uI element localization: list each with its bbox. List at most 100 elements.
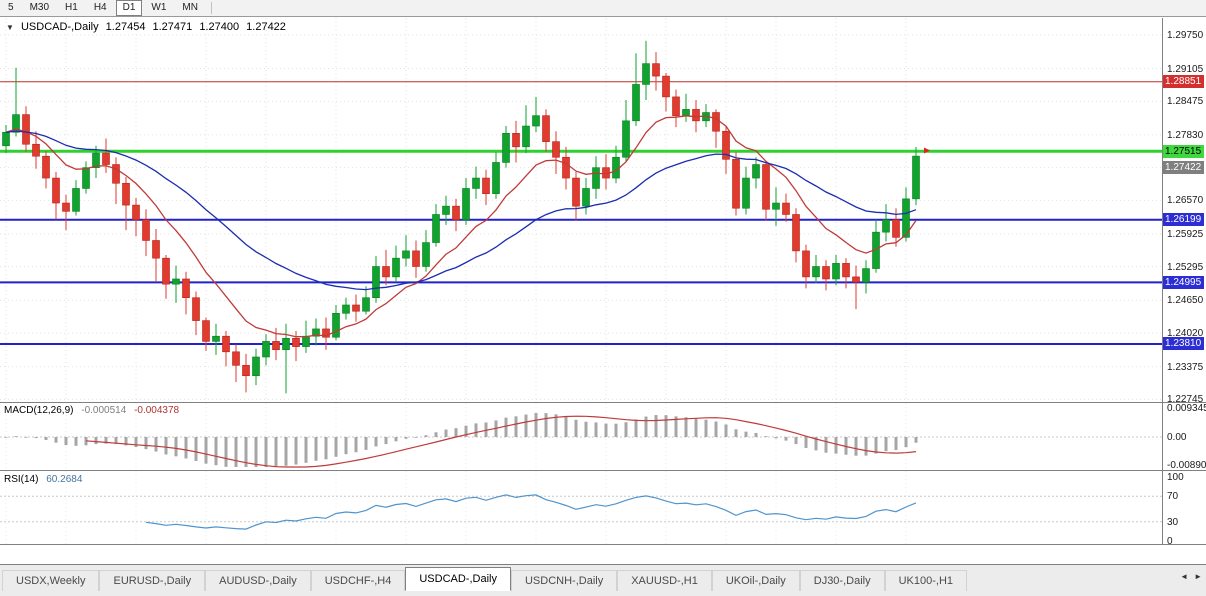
tab-usdchf-h4[interactable]: USDCHF-,H4 — [310, 570, 406, 591]
tab-dj30-daily[interactable]: DJ30-,Daily — [799, 570, 885, 591]
current-price-tag: 1.27422 — [1163, 160, 1204, 174]
timeframe-button-mn[interactable]: MN — [182, 2, 198, 13]
macd-panel-splitter[interactable] — [0, 402, 1206, 403]
macd-bar — [534, 412, 538, 437]
candle — [912, 155, 920, 200]
price-axis-label: 1.25295 — [1167, 261, 1204, 273]
candle — [232, 351, 240, 366]
candle — [222, 335, 230, 353]
level-price-tag: 1.27515 — [1163, 144, 1204, 158]
chart-collapse-icon[interactable]: ▼ — [6, 23, 14, 32]
rsi-axis-label: 70 — [1167, 491, 1179, 503]
macd-axis-label: 0.009345 — [1167, 403, 1206, 414]
tab-audusd-daily[interactable]: AUDUSD-,Daily — [205, 570, 311, 591]
timeframe-button-w1[interactable]: W1 — [151, 2, 167, 13]
chart-symbol-label: USDCAD-,Daily — [20, 21, 99, 33]
macd-bar — [694, 418, 698, 437]
main-chart-canvas[interactable] — [0, 18, 1162, 402]
candle — [772, 202, 780, 210]
macd-bar — [454, 428, 458, 437]
macd-bar — [704, 419, 708, 437]
macd-bar — [254, 437, 258, 467]
rsi-panel-canvas[interactable] — [0, 471, 1162, 544]
timeframe-button-5[interactable]: 5 — [8, 2, 14, 13]
macd-bar — [734, 429, 738, 437]
candle — [252, 356, 260, 377]
tab-eurusd-daily[interactable]: EURUSD-,Daily — [99, 570, 206, 591]
tabs-scroll-left-icon[interactable]: ◄ — [1180, 572, 1189, 581]
macd-bar — [664, 415, 668, 437]
candle — [92, 152, 100, 168]
candle — [672, 96, 680, 116]
rsi-panel-splitter[interactable] — [0, 470, 1206, 471]
tab-usdcnh-daily[interactable]: USDCNH-,Daily — [510, 570, 618, 591]
macd-bar — [44, 437, 48, 441]
macd-bar — [74, 437, 78, 446]
tab-usdx-weekly[interactable]: USDX,Weekly — [2, 570, 100, 591]
candle — [662, 75, 670, 98]
macd-axis-label: -0.00890 — [1167, 459, 1206, 471]
tab-uk100-h1[interactable]: UK100-,H1 — [884, 570, 968, 591]
macd-bar — [914, 437, 918, 443]
macd-bar — [324, 437, 328, 460]
macd-bar — [504, 417, 508, 437]
macd-bar — [894, 437, 898, 451]
candle — [352, 304, 360, 312]
macd-bar — [264, 437, 268, 467]
macd-bar — [754, 432, 758, 437]
macd-panel-canvas[interactable] — [0, 403, 1162, 470]
macd-bar — [904, 437, 908, 448]
candle — [112, 164, 120, 184]
candle — [822, 266, 830, 280]
macd-bar — [654, 415, 658, 437]
tab-scroll-buttons: ◄ ► — [1180, 572, 1202, 581]
macd-bar — [634, 419, 638, 437]
rsi-axis-label: 30 — [1167, 516, 1179, 528]
date-axis[interactable]: 17 Sep 202127 Sep 20216 Oct 202115 Oct 2… — [0, 545, 1206, 564]
candle — [582, 188, 590, 207]
timeframe-button-h1[interactable]: H1 — [65, 2, 78, 13]
candle — [52, 177, 60, 204]
macd-bar — [774, 437, 778, 439]
candle — [82, 167, 90, 189]
candle — [452, 205, 460, 220]
macd-bar — [124, 437, 128, 446]
timeframe-button-d1[interactable]: D1 — [115, 0, 143, 16]
tabs-scroll-right-icon[interactable]: ► — [1194, 572, 1202, 581]
price-axis-label: 1.28475 — [1167, 96, 1204, 108]
ohlc-close-value: 1.27422 — [246, 21, 286, 33]
tab-usdcad-daily[interactable]: USDCAD-,Daily — [405, 567, 511, 591]
candle — [172, 278, 180, 285]
macd-bar — [34, 437, 38, 439]
price-axis-label: 1.29750 — [1167, 30, 1204, 41]
tab-xauusd-h1[interactable]: XAUUSD-,H1 — [617, 570, 712, 591]
macd-bar — [874, 437, 878, 454]
candle — [642, 63, 650, 85]
candle — [892, 219, 900, 238]
timeframe-button-m30[interactable]: M30 — [29, 2, 50, 13]
macd-bar — [524, 414, 528, 437]
candle — [62, 202, 70, 212]
candle — [732, 159, 740, 209]
macd-bar — [274, 437, 278, 467]
macd-bar — [164, 437, 168, 455]
price-axis-label: 1.24650 — [1167, 295, 1204, 307]
candle — [242, 365, 250, 377]
candle — [682, 109, 690, 116]
macd-bar — [574, 419, 578, 437]
sell-arrow-marker — [924, 147, 930, 154]
candle — [572, 177, 580, 207]
ma-fast-line — [5, 115, 917, 338]
candle — [562, 156, 570, 179]
candle — [422, 242, 430, 267]
tab-ukoil-daily[interactable]: UKOil-,Daily — [711, 570, 800, 591]
macd-bar — [224, 437, 228, 467]
macd-bar — [794, 437, 798, 445]
macd-bar — [344, 437, 348, 455]
macd-bar — [744, 431, 748, 437]
macd-bar — [134, 437, 138, 448]
candle — [542, 115, 550, 142]
timeframe-button-h4[interactable]: H4 — [93, 2, 107, 13]
macd-bar — [214, 437, 218, 466]
